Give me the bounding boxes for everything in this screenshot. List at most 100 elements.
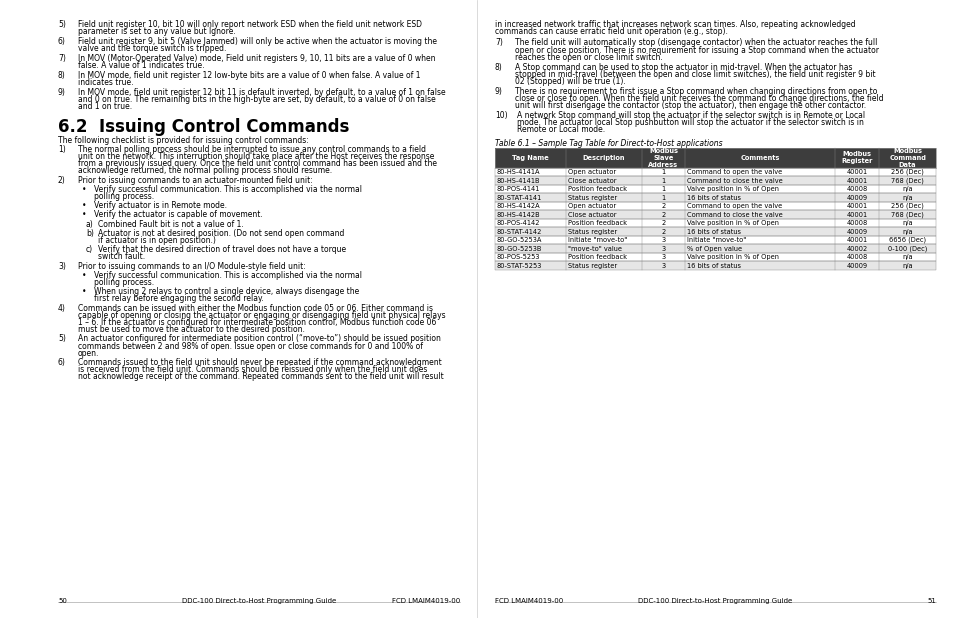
Text: Table 6.1 – Sample Tag Table for Direct-to-Host applications: Table 6.1 – Sample Tag Table for Direct-… bbox=[495, 139, 721, 148]
Text: 16 bits of status: 16 bits of status bbox=[686, 263, 740, 269]
Text: 1: 1 bbox=[660, 195, 665, 201]
Text: 40009: 40009 bbox=[845, 263, 866, 269]
Text: Commands issued to the field unit should never be repeated if the command acknow: Commands issued to the field unit should… bbox=[78, 358, 441, 367]
Text: Position feedback: Position feedback bbox=[567, 220, 626, 226]
Text: FCD LMAIM4019-00: FCD LMAIM4019-00 bbox=[495, 598, 562, 604]
Text: The field unit will automatically stop (disengage contactor) when the actuator r: The field unit will automatically stop (… bbox=[515, 38, 877, 48]
Text: unit on the network. This interruption should take place after the Host receives: unit on the network. This interruption s… bbox=[78, 152, 434, 161]
Text: Prior to issuing commands to an actuator-mounted field unit:: Prior to issuing commands to an actuator… bbox=[78, 176, 313, 185]
Text: 9): 9) bbox=[495, 87, 502, 96]
Bar bbox=[495, 193, 935, 202]
Text: 40001: 40001 bbox=[845, 169, 866, 175]
Text: An actuator configured for intermediate position control (“move-to”) should be i: An actuator configured for intermediate … bbox=[78, 334, 440, 344]
Text: capable of opening or closing the actuator or engaging or disengaging field unit: capable of opening or closing the actuat… bbox=[78, 311, 445, 320]
Bar bbox=[495, 148, 935, 168]
Text: 80-STAT-4142: 80-STAT-4142 bbox=[497, 229, 542, 235]
Text: 80-HS-4142A: 80-HS-4142A bbox=[497, 203, 540, 209]
Text: Initiate "move-to": Initiate "move-to" bbox=[567, 237, 626, 243]
Text: open.: open. bbox=[78, 349, 99, 358]
Text: 7): 7) bbox=[495, 38, 502, 48]
Text: 4): 4) bbox=[58, 303, 66, 313]
Text: 80-GO-5253B: 80-GO-5253B bbox=[497, 245, 542, 252]
Text: Status register: Status register bbox=[567, 195, 617, 201]
Text: Modbus
Command
Data: Modbus Command Data bbox=[888, 148, 925, 167]
Text: 7): 7) bbox=[58, 54, 66, 63]
Text: Command to close the valve: Command to close the valve bbox=[686, 177, 782, 184]
Text: 40001: 40001 bbox=[845, 203, 866, 209]
Text: 1: 1 bbox=[660, 186, 665, 192]
Text: A Stop command can be used to stop the actuator in mid-travel. When the actuator: A Stop command can be used to stop the a… bbox=[515, 62, 852, 72]
Text: 1: 1 bbox=[660, 177, 665, 184]
Text: 0-100 (Dec): 0-100 (Dec) bbox=[887, 245, 926, 252]
Text: 50: 50 bbox=[58, 598, 67, 604]
Text: Valve position in % of Open: Valve position in % of Open bbox=[686, 220, 779, 226]
Bar bbox=[495, 210, 935, 219]
Bar bbox=[495, 236, 935, 244]
Text: false. A value of 1 indicates true.: false. A value of 1 indicates true. bbox=[78, 61, 204, 70]
Text: Commands can be issued with either the Modbus function code 05 or 06. Either com: Commands can be issued with either the M… bbox=[78, 303, 433, 313]
Text: Status register: Status register bbox=[567, 263, 617, 269]
Text: 02 (Stopped) will be true (1).: 02 (Stopped) will be true (1). bbox=[515, 77, 625, 86]
Text: n/a: n/a bbox=[902, 229, 912, 235]
Bar bbox=[495, 253, 935, 261]
Text: Verify the actuator is capable of movement.: Verify the actuator is capable of moveme… bbox=[94, 210, 262, 219]
Text: 16 bits of status: 16 bits of status bbox=[686, 229, 740, 235]
Text: 9): 9) bbox=[58, 88, 66, 96]
Text: 5): 5) bbox=[58, 20, 66, 29]
Text: 80-POS-4142: 80-POS-4142 bbox=[497, 220, 540, 226]
Text: There is no requirement to first issue a Stop command when changing directions f: There is no requirement to first issue a… bbox=[515, 87, 877, 96]
Bar bbox=[495, 185, 935, 193]
Text: 40009: 40009 bbox=[845, 229, 866, 235]
Text: b): b) bbox=[86, 229, 93, 238]
Text: In MOV mode, field unit register 12 low-byte bits are a value of 0 when false. A: In MOV mode, field unit register 12 low-… bbox=[78, 70, 420, 80]
Text: 6.2  Issuing Control Commands: 6.2 Issuing Control Commands bbox=[58, 117, 349, 136]
Text: 768 (Dec): 768 (Dec) bbox=[890, 211, 923, 218]
Text: 2: 2 bbox=[660, 203, 665, 209]
Text: Verify actuator is in Remote mode.: Verify actuator is in Remote mode. bbox=[94, 201, 227, 210]
Text: and 0 on true. The remaining bits in the high-byte are set, by default, to a val: and 0 on true. The remaining bits in the… bbox=[78, 95, 436, 104]
Text: must be used to move the actuator to the desired position.: must be used to move the actuator to the… bbox=[78, 325, 305, 334]
Text: polling process.: polling process. bbox=[94, 192, 154, 201]
Text: Open actuator: Open actuator bbox=[567, 169, 616, 175]
Text: A network Stop command will stop the actuator if the selector switch is in Remot: A network Stop command will stop the act… bbox=[517, 111, 864, 120]
Text: 2: 2 bbox=[660, 220, 665, 226]
Text: indicates true.: indicates true. bbox=[78, 78, 133, 87]
Bar bbox=[495, 219, 935, 227]
Bar bbox=[495, 176, 935, 185]
Text: 8): 8) bbox=[495, 62, 502, 72]
Text: 3: 3 bbox=[660, 263, 665, 269]
Bar bbox=[495, 202, 935, 210]
Text: Valve position in % of Open: Valve position in % of Open bbox=[686, 254, 779, 260]
Text: 80-POS-4141: 80-POS-4141 bbox=[497, 186, 539, 192]
Bar bbox=[495, 202, 935, 210]
Text: 3: 3 bbox=[660, 237, 665, 243]
Text: 6): 6) bbox=[58, 37, 66, 46]
Text: Command to close the valve: Command to close the valve bbox=[686, 211, 782, 218]
Text: n/a: n/a bbox=[902, 186, 912, 192]
Text: 80-POS-5253: 80-POS-5253 bbox=[497, 254, 540, 260]
Text: n/a: n/a bbox=[902, 195, 912, 201]
Text: Verify that the desired direction of travel does not have a torque: Verify that the desired direction of tra… bbox=[98, 245, 346, 254]
Text: n/a: n/a bbox=[902, 254, 912, 260]
Text: DDC-100 Direct-to-Host Programming Guide: DDC-100 Direct-to-Host Programming Guide bbox=[638, 598, 792, 604]
Text: In MOV (Motor-Operated Valve) mode, Field unit registers 9, 10, 11 bits are a va: In MOV (Motor-Operated Valve) mode, Fiel… bbox=[78, 54, 435, 63]
Bar bbox=[495, 227, 935, 236]
Text: Actuator is not at desired position. (Do not send open command: Actuator is not at desired position. (Do… bbox=[98, 229, 344, 238]
Text: 40008: 40008 bbox=[845, 186, 866, 192]
Text: first relay before engaging the second relay.: first relay before engaging the second r… bbox=[94, 294, 263, 303]
Text: 256 (Dec): 256 (Dec) bbox=[890, 169, 923, 176]
Text: 40001: 40001 bbox=[845, 177, 866, 184]
Text: parameter is set to any value but Ignore.: parameter is set to any value but Ignore… bbox=[78, 27, 235, 36]
Text: 3: 3 bbox=[660, 254, 665, 260]
Text: Close actuator: Close actuator bbox=[567, 177, 616, 184]
Text: Open actuator: Open actuator bbox=[567, 203, 616, 209]
Text: open or close position. There is no requirement for issuing a Stop command when : open or close position. There is no requ… bbox=[515, 46, 878, 54]
Text: valve and the torque switch is tripped.: valve and the torque switch is tripped. bbox=[78, 44, 226, 53]
Bar bbox=[495, 236, 935, 244]
Text: 768 (Dec): 768 (Dec) bbox=[890, 177, 923, 184]
Text: acknowledge returned, the normal polling process should resume.: acknowledge returned, the normal polling… bbox=[78, 166, 332, 176]
Text: The following checklist is provided for issuing control commands:: The following checklist is provided for … bbox=[58, 136, 309, 145]
Text: is received from the field unit. Commands should be reissued only when the field: is received from the field unit. Command… bbox=[78, 365, 427, 374]
Text: switch fault.: switch fault. bbox=[98, 252, 145, 261]
Text: Position feedback: Position feedback bbox=[567, 254, 626, 260]
